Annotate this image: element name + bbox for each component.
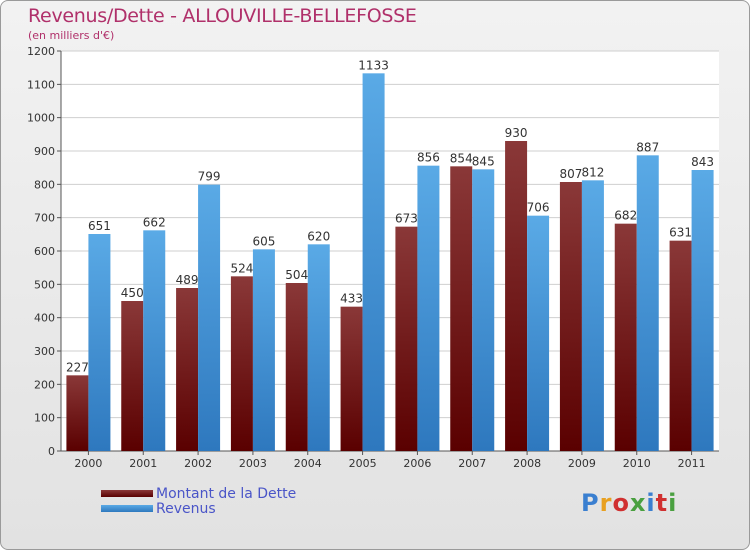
bar-dette xyxy=(559,182,582,451)
x-tick-label: 2003 xyxy=(239,457,267,470)
chart-subtitle: (en milliers d'€) xyxy=(28,29,115,42)
data-label-dette: 504 xyxy=(285,268,308,282)
bar-dette xyxy=(230,276,253,451)
x-tick-label: 2009 xyxy=(568,457,596,470)
x-tick-label: 2005 xyxy=(349,457,377,470)
data-label-dette: 631 xyxy=(669,226,692,240)
bar-dette xyxy=(176,288,199,451)
bar-dette xyxy=(614,223,637,451)
x-tick-label: 2000 xyxy=(74,457,102,470)
axis-layer: 0 100 200 300 400 500 600 700 800 900 1000 1100 1200… xyxy=(27,45,719,470)
data-label-revenus: 651 xyxy=(88,219,111,233)
bar-revenus xyxy=(527,215,550,451)
legend-label-dette: Montant de la Dette xyxy=(156,486,297,502)
bar-revenus xyxy=(362,73,385,451)
legend-swatch-revenus xyxy=(101,505,153,512)
data-label-dette: 433 xyxy=(340,292,363,306)
x-tick-label: 2006 xyxy=(403,457,431,470)
logo-letter: o xyxy=(612,489,630,517)
data-label-revenus: 605 xyxy=(252,234,275,248)
y-tick-label: 100 xyxy=(34,412,55,425)
x-tick-label: 2004 xyxy=(294,457,322,470)
data-label-revenus: 1133 xyxy=(358,58,389,72)
x-tick-label: 2002 xyxy=(184,457,212,470)
bar-dette xyxy=(450,166,473,452)
y-tick-label: 500 xyxy=(34,278,55,291)
y-tick-label: 1200 xyxy=(27,45,55,58)
bar-revenus xyxy=(417,165,440,451)
bar-dette xyxy=(121,301,144,451)
bar-revenus xyxy=(581,180,604,452)
data-label-dette: 489 xyxy=(176,273,199,287)
y-tick-label: 800 xyxy=(34,178,55,191)
x-tick-label: 2011 xyxy=(678,457,706,470)
y-tick-label: 200 xyxy=(34,378,55,391)
bar-revenus xyxy=(88,234,111,451)
bar-revenus xyxy=(691,170,714,451)
bar-dette xyxy=(340,306,363,451)
logo-letter: r xyxy=(599,489,613,517)
data-label-revenus: 887 xyxy=(636,140,659,154)
y-tick-label: 700 xyxy=(34,212,55,225)
y-tick-label: 0 xyxy=(48,445,55,458)
bar-dette xyxy=(505,141,528,451)
logo-letter: t xyxy=(655,489,669,517)
bar-dette xyxy=(285,283,308,451)
bar-dette xyxy=(669,240,692,451)
x-tick-label: 2007 xyxy=(458,457,486,470)
data-label-dette: 807 xyxy=(559,167,582,181)
data-label-dette: 682 xyxy=(614,209,637,223)
logo-letter: x xyxy=(629,489,647,517)
bar-layer xyxy=(66,73,714,452)
y-tick-label: 400 xyxy=(34,312,55,325)
legend-label-revenus: Revenus xyxy=(156,501,216,517)
data-label-revenus: 845 xyxy=(472,154,495,168)
grid-layer xyxy=(61,50,719,452)
data-label-dette: 854 xyxy=(450,151,473,165)
bar-revenus xyxy=(472,169,495,452)
bar-revenus xyxy=(636,155,659,452)
legend-swatch-dette xyxy=(101,490,153,497)
label-layer: 227 651 450 662 489 799 524 605 504 620 433 1133 673… xyxy=(66,58,714,374)
data-label-dette: 930 xyxy=(505,126,528,140)
data-label-revenus: 620 xyxy=(307,229,330,243)
proxiti-logo: Proxiti xyxy=(581,489,677,517)
data-label-revenus: 799 xyxy=(198,170,221,184)
bar-revenus xyxy=(307,244,330,451)
data-label-revenus: 706 xyxy=(527,201,550,215)
data-label-revenus: 856 xyxy=(417,151,440,165)
data-label-revenus: 843 xyxy=(691,155,714,169)
data-label-dette: 524 xyxy=(230,261,253,275)
data-label-revenus: 812 xyxy=(581,165,604,179)
y-tick-label: 1100 xyxy=(27,78,55,91)
x-tick-label: 2001 xyxy=(129,457,157,470)
bar-dette xyxy=(66,375,89,451)
bar-revenus xyxy=(252,249,275,451)
chart-title: Revenus/Dette - ALLOUVILLE-BELLEFOSSE xyxy=(28,5,417,27)
y-tick-label: 600 xyxy=(34,245,55,258)
bar-dette xyxy=(395,226,418,451)
logo-letter: P xyxy=(581,489,600,517)
logo-letter: i xyxy=(646,489,656,517)
bar-revenus xyxy=(198,184,221,451)
y-tick-label: 900 xyxy=(34,145,55,158)
bar-revenus xyxy=(143,230,166,451)
y-tick-label: 1000 xyxy=(27,112,55,125)
x-tick-label: 2008 xyxy=(513,457,541,470)
logo-letter: i xyxy=(668,489,678,517)
data-label-dette: 673 xyxy=(395,212,418,226)
data-label-revenus: 662 xyxy=(143,215,166,229)
y-tick-label: 300 xyxy=(34,345,55,358)
x-tick-label: 2010 xyxy=(623,457,651,470)
data-label-dette: 450 xyxy=(121,286,144,300)
data-label-dette: 227 xyxy=(66,360,89,374)
